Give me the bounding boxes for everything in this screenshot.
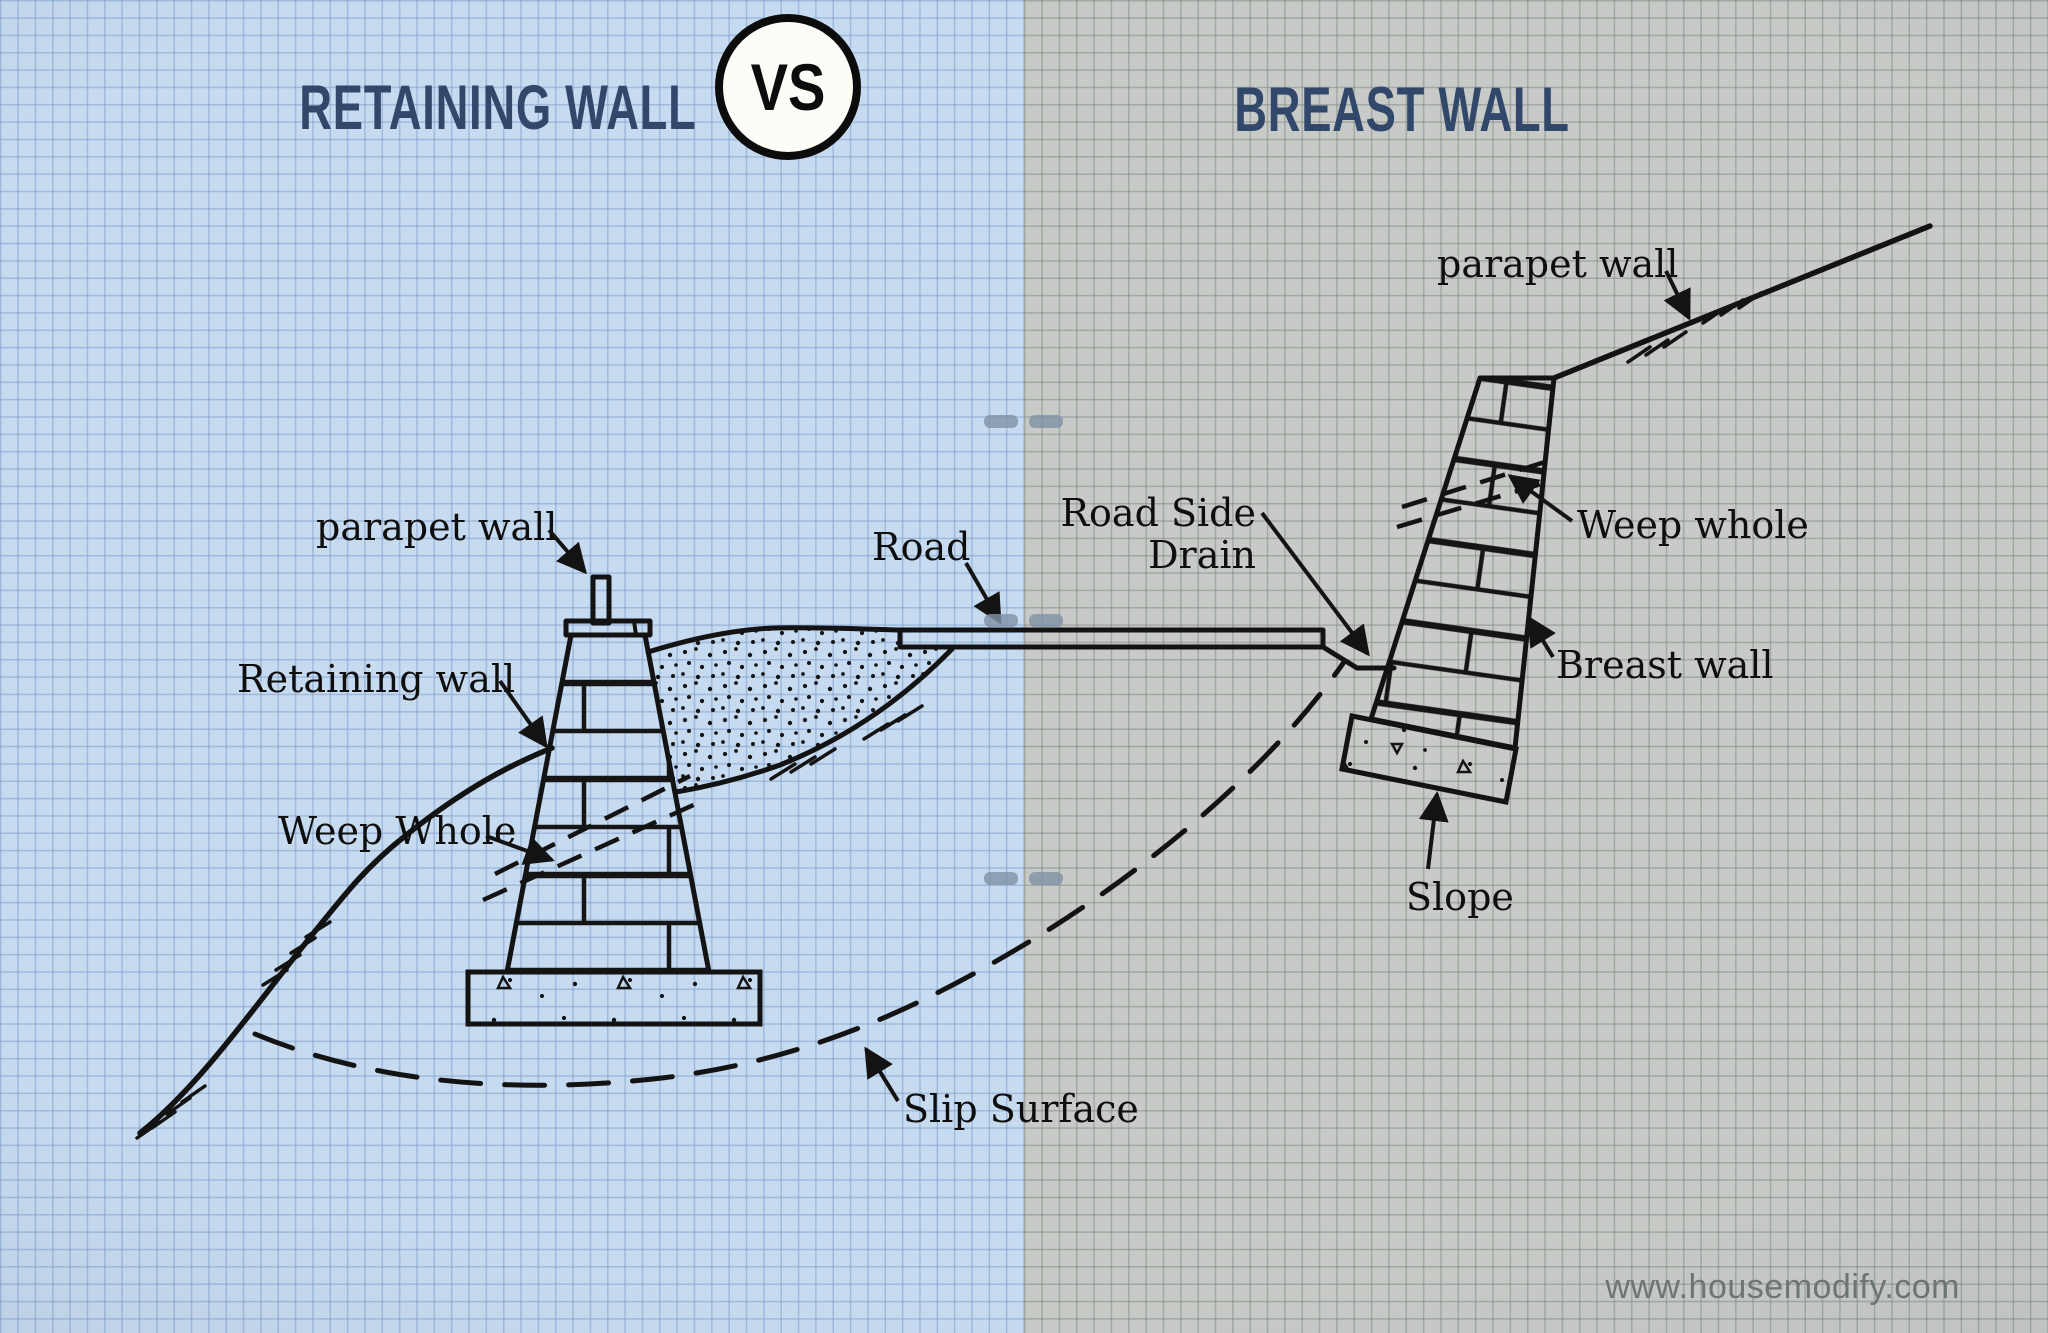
label-parapet-left: parapet wall <box>316 505 587 575</box>
ground-hatch-marks <box>135 920 332 1140</box>
weep-whole-left-leader-arrow <box>485 834 555 865</box>
label-road-side-drain: Road Side Drain <box>1060 491 1370 657</box>
slip-surface-leader-arrow <box>864 1046 900 1103</box>
vs-badge-text: VS <box>750 50 826 124</box>
label-parapet-right: parapet wall <box>1437 242 1691 321</box>
breast-wall-leader-arrow <box>1527 615 1556 659</box>
retaining-wall-label: Retaining wall <box>237 657 515 701</box>
weep-whole-right-leader-arrow <box>1507 474 1574 523</box>
parapet-left-leader-arrow <box>547 528 587 575</box>
parapet-right-leader-arrow <box>1663 270 1691 321</box>
vs-badge: VS <box>715 14 861 160</box>
retaining-wall <box>465 574 763 1027</box>
weep-whole-left-label: Weep Whole <box>278 809 516 853</box>
road <box>897 415 1397 885</box>
label-road: Road <box>872 525 1002 625</box>
road-label: Road <box>872 525 970 569</box>
wall-foundation-left <box>465 969 763 1027</box>
slip-surface-label: Slip Surface <box>903 1087 1139 1131</box>
label-retaining-wall: Retaining wall <box>237 657 548 749</box>
watermark: www.housemodify.com <box>1605 1268 1960 1306</box>
weep-holes-left <box>482 773 701 903</box>
backfill-hatch-marks <box>769 704 924 781</box>
slope-hatch-marks <box>1626 291 1763 364</box>
label-slope: Slope <box>1406 791 1514 919</box>
right-title-text: BREAST WALL <box>1234 75 1570 145</box>
left-diagram: parapet wall Retaining wall Weep Whole R… <box>135 505 1347 1140</box>
retaining-wall-leader-arrow <box>498 679 548 749</box>
right-title: BREAST WALL <box>1142 74 1662 146</box>
label-breast-wall: Breast wall <box>1527 615 1774 687</box>
parapet-wall-right-label: parapet wall <box>1437 242 1678 286</box>
label-weep-whole-left: Weep Whole <box>278 809 555 865</box>
roadside-drain-notch <box>1320 644 1397 671</box>
road-lane-dashes <box>984 415 1063 885</box>
breast-wall-label: Breast wall <box>1556 643 1774 687</box>
grid-background-right <box>1024 0 2048 1333</box>
label-slip-surface: Slip Surface <box>864 1046 1139 1131</box>
wall-foundation-right <box>1339 713 1519 805</box>
backfill-mound <box>645 625 955 795</box>
ground-line <box>137 745 555 1136</box>
label-weep-whole-right: Weep whole <box>1507 474 1809 547</box>
left-title: RETAINING WALL <box>222 72 742 144</box>
road-side-drain-leader-arrow <box>1260 511 1370 657</box>
slope-leader-arrow <box>1418 791 1449 870</box>
breast-wall <box>1339 375 1557 805</box>
breast-wall-body <box>1371 378 1554 748</box>
parapet-wall-left <box>590 574 612 626</box>
left-title-text: RETAINING WALL <box>299 73 697 143</box>
parapet-wall-left-label: parapet wall <box>316 505 557 549</box>
road-surface <box>897 627 1326 650</box>
road-side-drain-label-line1: Road Side <box>1060 491 1256 535</box>
slip-surface-line <box>252 659 1347 1088</box>
weep-whole-right-label: Weep whole <box>1577 503 1809 547</box>
road-side-drain-label-line2: Drain <box>1148 533 1256 577</box>
road-leader-arrow <box>964 562 1002 625</box>
slope-label: Slope <box>1406 875 1514 919</box>
right-diagram: parapet wall Weep whole Breast wall Road… <box>1060 223 1933 919</box>
